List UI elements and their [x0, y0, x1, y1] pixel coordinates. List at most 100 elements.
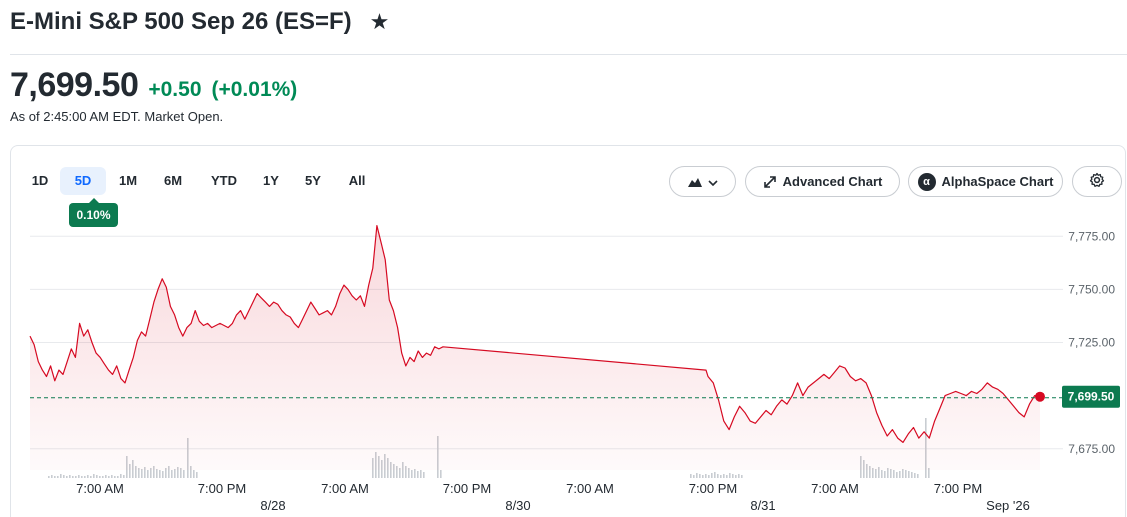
volume-bar	[51, 475, 53, 478]
volume-bar	[129, 464, 131, 478]
tab-1m[interactable]: 1M	[118, 173, 138, 188]
volume-bar	[902, 469, 904, 478]
volume-bar	[869, 466, 871, 478]
volume-bar	[144, 467, 146, 478]
volume-bar	[135, 466, 137, 478]
tab-6m[interactable]: 6M	[163, 173, 183, 188]
volume-bar	[690, 474, 692, 478]
tab-all[interactable]: All	[348, 173, 366, 188]
volume-bar	[708, 475, 710, 478]
x-tick-label: 7:00 PM	[198, 481, 246, 496]
x-date-label: Sep '26	[986, 498, 1030, 513]
price-change: +0.50	[148, 78, 202, 101]
volume-bar	[147, 470, 149, 478]
volume-bar	[114, 476, 116, 478]
volume-bar	[66, 476, 68, 478]
volume-bar	[396, 466, 398, 478]
title-row: E-Mini S&P 500 Sep 26 (ES=F) ★	[10, 8, 389, 36]
tab-1d[interactable]: 1D	[31, 173, 49, 188]
alphaspace-chart-button[interactable]: α AlphaSpace Chart	[908, 166, 1063, 197]
volume-bar	[141, 469, 143, 478]
tab-5y[interactable]: 5Y	[305, 173, 321, 188]
volume-bar	[123, 475, 125, 478]
volume-bar	[732, 474, 734, 478]
range-tabs: 1D 5D 1M 6M YTD 1Y 5Y All	[20, 167, 378, 195]
advanced-chart-label: Advanced Chart	[782, 174, 883, 189]
volume-bar	[90, 476, 92, 478]
price-line	[29, 225, 1041, 443]
x-date-label: 8/31	[750, 498, 775, 513]
volume-bar	[696, 473, 698, 478]
volume-bar	[120, 474, 122, 478]
volume-bar	[117, 476, 119, 478]
volume-bar	[72, 476, 74, 478]
expand-icon	[763, 175, 777, 189]
volume-bar	[156, 469, 158, 478]
volume-bar	[741, 475, 743, 478]
volume-bar	[193, 470, 195, 478]
volume-bar	[81, 476, 83, 478]
volume-bar	[414, 469, 416, 478]
tab-ytd[interactable]: YTD	[211, 173, 237, 188]
volume-bar	[711, 473, 713, 478]
volume-bar	[177, 467, 179, 478]
volume-bar	[908, 471, 910, 478]
y-tick-label: 7,675.00	[1068, 442, 1115, 456]
volume-bar	[150, 468, 152, 478]
x-tick-label: 7:00 PM	[689, 481, 737, 496]
volume-bar	[714, 472, 716, 478]
header-divider	[10, 54, 1127, 55]
volume-bar	[875, 469, 877, 478]
volume-bar	[180, 468, 182, 478]
volume-bar	[171, 470, 173, 478]
x-tick-label: 7:00 AM	[811, 481, 859, 496]
volume-bar	[911, 472, 913, 478]
gear-icon	[1089, 172, 1105, 191]
y-tick-label: 7,750.00	[1068, 282, 1115, 296]
settings-button[interactable]	[1072, 166, 1122, 197]
volume-bar	[93, 474, 95, 478]
chart-type-button[interactable]	[669, 166, 736, 197]
mountain-chart-icon	[687, 177, 702, 187]
advanced-chart-button[interactable]: Advanced Chart	[745, 166, 900, 197]
price-change-percent: (+0.01%)	[211, 78, 298, 101]
volume-bar	[399, 468, 401, 478]
chart-card	[10, 145, 1126, 517]
volume-bar	[168, 466, 170, 478]
volume-bar	[96, 475, 98, 478]
quote-price-row: 7,699.50 +0.50 (+0.01%)	[10, 66, 297, 105]
tab-5d[interactable]: 5D	[60, 167, 106, 195]
volume-bar	[99, 476, 101, 478]
volume-bar	[890, 469, 892, 478]
x-tick-label: 7:00 AM	[76, 481, 124, 496]
current-price: 7,699.50	[10, 66, 139, 104]
volume-bar	[153, 466, 155, 478]
volume-bar	[887, 468, 889, 478]
tab-1y[interactable]: 1Y	[263, 173, 279, 188]
volume-bar	[63, 475, 65, 478]
x-date-label: 8/30	[505, 498, 530, 513]
volume-bar	[881, 470, 883, 478]
volume-bar	[87, 475, 89, 478]
volume-bar	[702, 475, 704, 478]
volume-bar	[896, 472, 898, 478]
alphaspace-logo-icon: α	[917, 172, 936, 191]
star-icon[interactable]: ★	[369, 9, 390, 34]
volume-bar	[729, 473, 731, 478]
volume-bar	[423, 472, 425, 478]
volume-bar	[57, 476, 59, 478]
volume-bar	[440, 470, 442, 478]
volume-bar	[75, 476, 77, 478]
volume-bar	[726, 475, 728, 478]
volume-bar	[102, 476, 104, 478]
current-price-dot	[1035, 391, 1045, 402]
alphaspace-chart-label: AlphaSpace Chart	[941, 174, 1054, 189]
volume-bar	[884, 471, 886, 478]
volume-bar	[174, 469, 176, 478]
volume-bar	[899, 471, 901, 478]
volume-bar	[111, 475, 113, 478]
volume-bar	[878, 467, 880, 478]
volume-bar	[78, 475, 80, 478]
volume-bar	[872, 468, 874, 478]
